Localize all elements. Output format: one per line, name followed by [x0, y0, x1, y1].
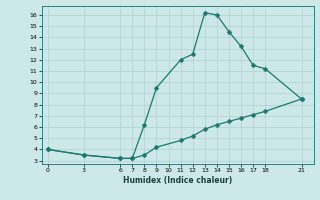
X-axis label: Humidex (Indice chaleur): Humidex (Indice chaleur): [123, 176, 232, 185]
